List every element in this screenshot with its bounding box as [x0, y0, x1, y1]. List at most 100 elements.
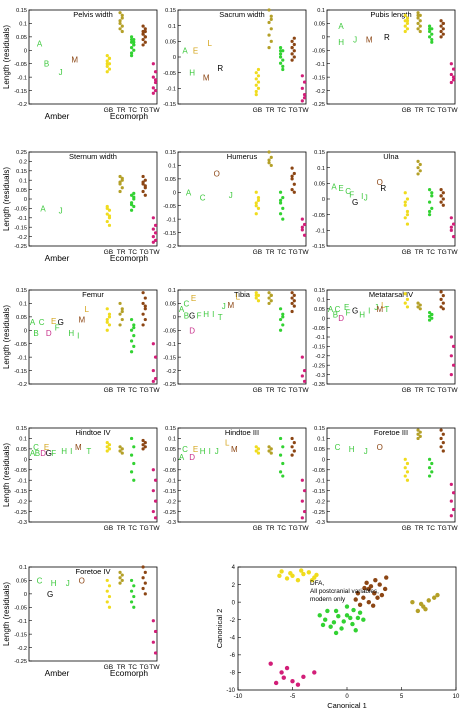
- data-point-TC: [281, 58, 285, 62]
- data-point-TR: [118, 576, 122, 580]
- data-point-TG: [439, 436, 443, 441]
- data-point-GB: [105, 59, 109, 63]
- y-tick-label: -2: [230, 618, 236, 624]
- y-tick-label: 0.15: [314, 150, 325, 156]
- data-point-TW: [151, 235, 155, 239]
- data-point-TG: [439, 19, 443, 23]
- amber-specimen-label: H: [61, 447, 67, 456]
- amber-specimen-label: I: [77, 332, 79, 341]
- dfa-point-GB: [277, 573, 282, 578]
- data-point-TR: [267, 46, 271, 50]
- data-point-TW: [153, 78, 158, 82]
- x-category-label: GB: [104, 249, 114, 256]
- dfa-point-GB: [314, 572, 319, 578]
- data-point-TW: [449, 335, 453, 339]
- x-label-ecomorph: Ecomorph: [110, 253, 149, 263]
- data-point-TG: [290, 39, 294, 43]
- y-tick-label: -0.05: [312, 468, 325, 474]
- panel-title: Pelvis width: [73, 10, 113, 19]
- data-point-TR: [269, 39, 273, 43]
- y-tick-label: 0.1: [19, 302, 27, 308]
- x-category-label: GB: [104, 525, 114, 532]
- data-point-TR: [416, 16, 420, 20]
- data-point-GB: [254, 83, 258, 87]
- amber-specimen-label: C: [200, 194, 206, 203]
- y-tick-label: 0.05: [16, 188, 27, 194]
- data-point-TC: [278, 328, 283, 332]
- panel-9: 0.15 0.1 0.05 0 -0.05 -0.1 -0.15 -0.2 -0.25 -0.3 H…: [2, 426, 160, 532]
- data-point-TC: [132, 48, 136, 52]
- dfa-point-TC: [336, 614, 341, 619]
- data-point-TC: [281, 67, 285, 72]
- y-tick-label: 0.1: [317, 437, 325, 443]
- data-point-GB: [405, 222, 410, 226]
- amber-specimen-label: L: [381, 301, 386, 310]
- data-point-TW: [449, 225, 453, 229]
- dfa-point-TG: [384, 575, 389, 580]
- y-tick-label: 0.1: [317, 8, 325, 14]
- x-category-label: TW: [298, 249, 309, 256]
- data-point-TG: [143, 193, 147, 197]
- dfa-point-TW: [312, 670, 317, 675]
- x-category-label: TR: [117, 249, 126, 256]
- y-tick-label: -0.2: [17, 499, 27, 505]
- data-point-GB: [254, 77, 258, 81]
- amber-specimen-label: C: [182, 445, 188, 454]
- data-point-TR: [267, 161, 271, 165]
- dfa-point-TC: [320, 622, 326, 628]
- data-point-GB: [256, 74, 261, 78]
- x-label-ecomorph: Ecomorph: [110, 111, 149, 121]
- data-point-TC: [129, 35, 134, 39]
- amber-specimen-label: E: [344, 303, 349, 312]
- data-point-TC: [427, 213, 432, 217]
- amber-specimen-label: O: [214, 169, 220, 178]
- panel-10: 0.15 0.1 0.05 0 -0.05 -0.1 -0.15 -0.2 -0.25 -0.3 H…: [163, 426, 309, 532]
- x-category-label: TG: [438, 387, 447, 394]
- x-category-label: TR: [415, 107, 424, 114]
- data-point-TG: [143, 445, 147, 449]
- data-point-GB: [254, 71, 258, 75]
- amber-specimen-label: H: [359, 310, 365, 319]
- x-category-label: TR: [415, 525, 424, 532]
- amber-specimen-label: E: [193, 47, 198, 56]
- data-point-GB: [107, 584, 112, 588]
- data-point-TW: [449, 228, 453, 232]
- x-category-label: TG: [438, 107, 447, 114]
- data-point-TR: [267, 150, 271, 154]
- y-tick-label: -0.35: [312, 382, 325, 388]
- data-point-TW: [153, 355, 158, 359]
- data-point-TG: [290, 46, 294, 50]
- data-point-GB: [403, 24, 407, 28]
- amber-specimen-label: J: [66, 579, 70, 588]
- data-point-TG: [439, 297, 443, 301]
- panel-title: Ulna: [383, 152, 399, 161]
- x-category-label: GB: [402, 107, 412, 114]
- data-point-TW: [153, 238, 158, 242]
- amber-specimen-label: A: [338, 22, 344, 31]
- dfa-point-TG: [362, 585, 367, 591]
- dfa-point-TG: [377, 582, 382, 587]
- y-tick-label: 0.05: [165, 40, 176, 46]
- x-tick-label: 10: [453, 694, 460, 700]
- data-point-TC: [281, 445, 285, 449]
- data-point-TR: [269, 447, 273, 451]
- amber-specimen-label: L: [85, 305, 90, 314]
- y-tick-label: 0.05: [16, 447, 27, 453]
- panel-0: 0.15 0.1 0.05 0 -0.05 -0.1 -0.15 -0.2 Pelvis wid…: [2, 8, 160, 121]
- dfa-point-TC: [357, 610, 363, 615]
- dfa-point-TG: [368, 584, 374, 589]
- y-tick-label: 0: [24, 197, 27, 203]
- amber-specimen-label: A: [179, 453, 185, 462]
- dfa-point-TG: [357, 602, 363, 607]
- dfa-point-TG: [353, 597, 358, 602]
- y-tick-label: -0.2: [166, 499, 176, 505]
- x-category-label: TW: [298, 387, 309, 394]
- y-tick-label: -0.1: [166, 217, 176, 223]
- dfa-point-TW: [295, 682, 301, 687]
- data-point-GB: [403, 292, 407, 296]
- y-tick-label: -0.15: [14, 489, 27, 495]
- dfa-point-TG: [379, 592, 385, 598]
- y-tick-label: -0.2: [166, 244, 176, 250]
- data-point-TR: [418, 434, 422, 438]
- data-point-TG: [290, 291, 294, 295]
